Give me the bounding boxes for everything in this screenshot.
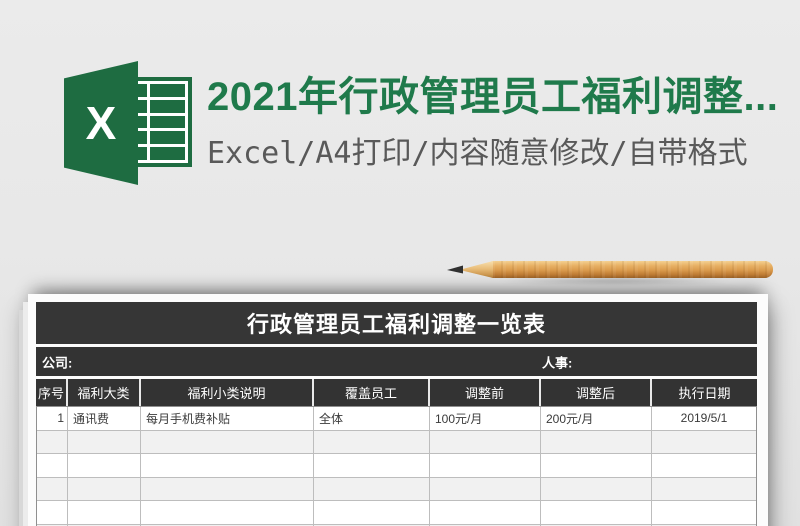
cell-before: 100元/月	[429, 407, 540, 430]
column-header-category: 福利大类	[66, 379, 139, 406]
empty-table-row	[37, 501, 756, 525]
pencil-graphite-tip-icon	[447, 265, 463, 274]
excel-sheet-cell	[150, 84, 185, 97]
sheet-title-bar: 行政管理员工福利调整一览表	[36, 302, 757, 344]
excel-sheet-cell	[150, 99, 185, 113]
column-header-before: 调整前	[428, 379, 539, 406]
excel-sheet-cell	[150, 147, 185, 160]
empty-table-row	[37, 477, 756, 501]
company-label: 公司:	[42, 355, 73, 370]
cell-no: 1	[57, 411, 64, 426]
cell-after: 200元/月	[540, 407, 651, 430]
empty-table-row	[37, 430, 756, 454]
cell-category: 通讯费	[67, 407, 140, 430]
excel-logo: X	[64, 58, 196, 188]
excel-x-letter: X	[85, 97, 117, 149]
column-header-description: 福利小类说明	[139, 379, 312, 406]
banner-subtitle: Excel/A4打印/内容随意修改/自带格式	[207, 136, 748, 171]
excel-cover-icon: X	[64, 61, 138, 185]
cell-description: 每月手机费补贴	[140, 407, 313, 430]
pencil-body	[490, 261, 773, 278]
excel-sheet-cell	[150, 115, 185, 129]
hr-label: 人事:	[542, 355, 573, 370]
pencil-wood-tip	[459, 261, 493, 278]
column-header-date: 执行日期	[650, 379, 757, 406]
sheet-meta-row: 公司: 人事:	[36, 347, 757, 376]
column-header-after: 调整后	[539, 379, 650, 406]
column-header-no: 序号	[37, 386, 64, 401]
table-header-row: 序号 福利大类 福利小类说明 覆盖员工 调整前 调整后 执行日期	[36, 379, 757, 406]
table-row: 1 通讯费 每月手机费补贴 全体 100元/月 200元/月 2019/5/1	[37, 407, 756, 431]
empty-table-row	[37, 454, 756, 478]
pencil-shadow	[458, 276, 770, 286]
spreadsheet-paper: 行政管理员工福利调整一览表 公司: 人事: 序号 福利大类 福利小类说明 覆盖员…	[28, 294, 768, 526]
cell-date: 2019/5/1	[651, 407, 756, 430]
empty-table-row	[37, 524, 756, 526]
cell-coverage: 全体	[313, 407, 429, 430]
excel-sheet-cell	[150, 131, 185, 145]
column-header-coverage: 覆盖员工	[312, 379, 428, 406]
table-body: 1 通讯费 每月手机费补贴 全体 100元/月 200元/月 2019/5/1	[36, 406, 757, 526]
banner-title: 2021年行政管理员工福利调整...	[207, 75, 779, 119]
